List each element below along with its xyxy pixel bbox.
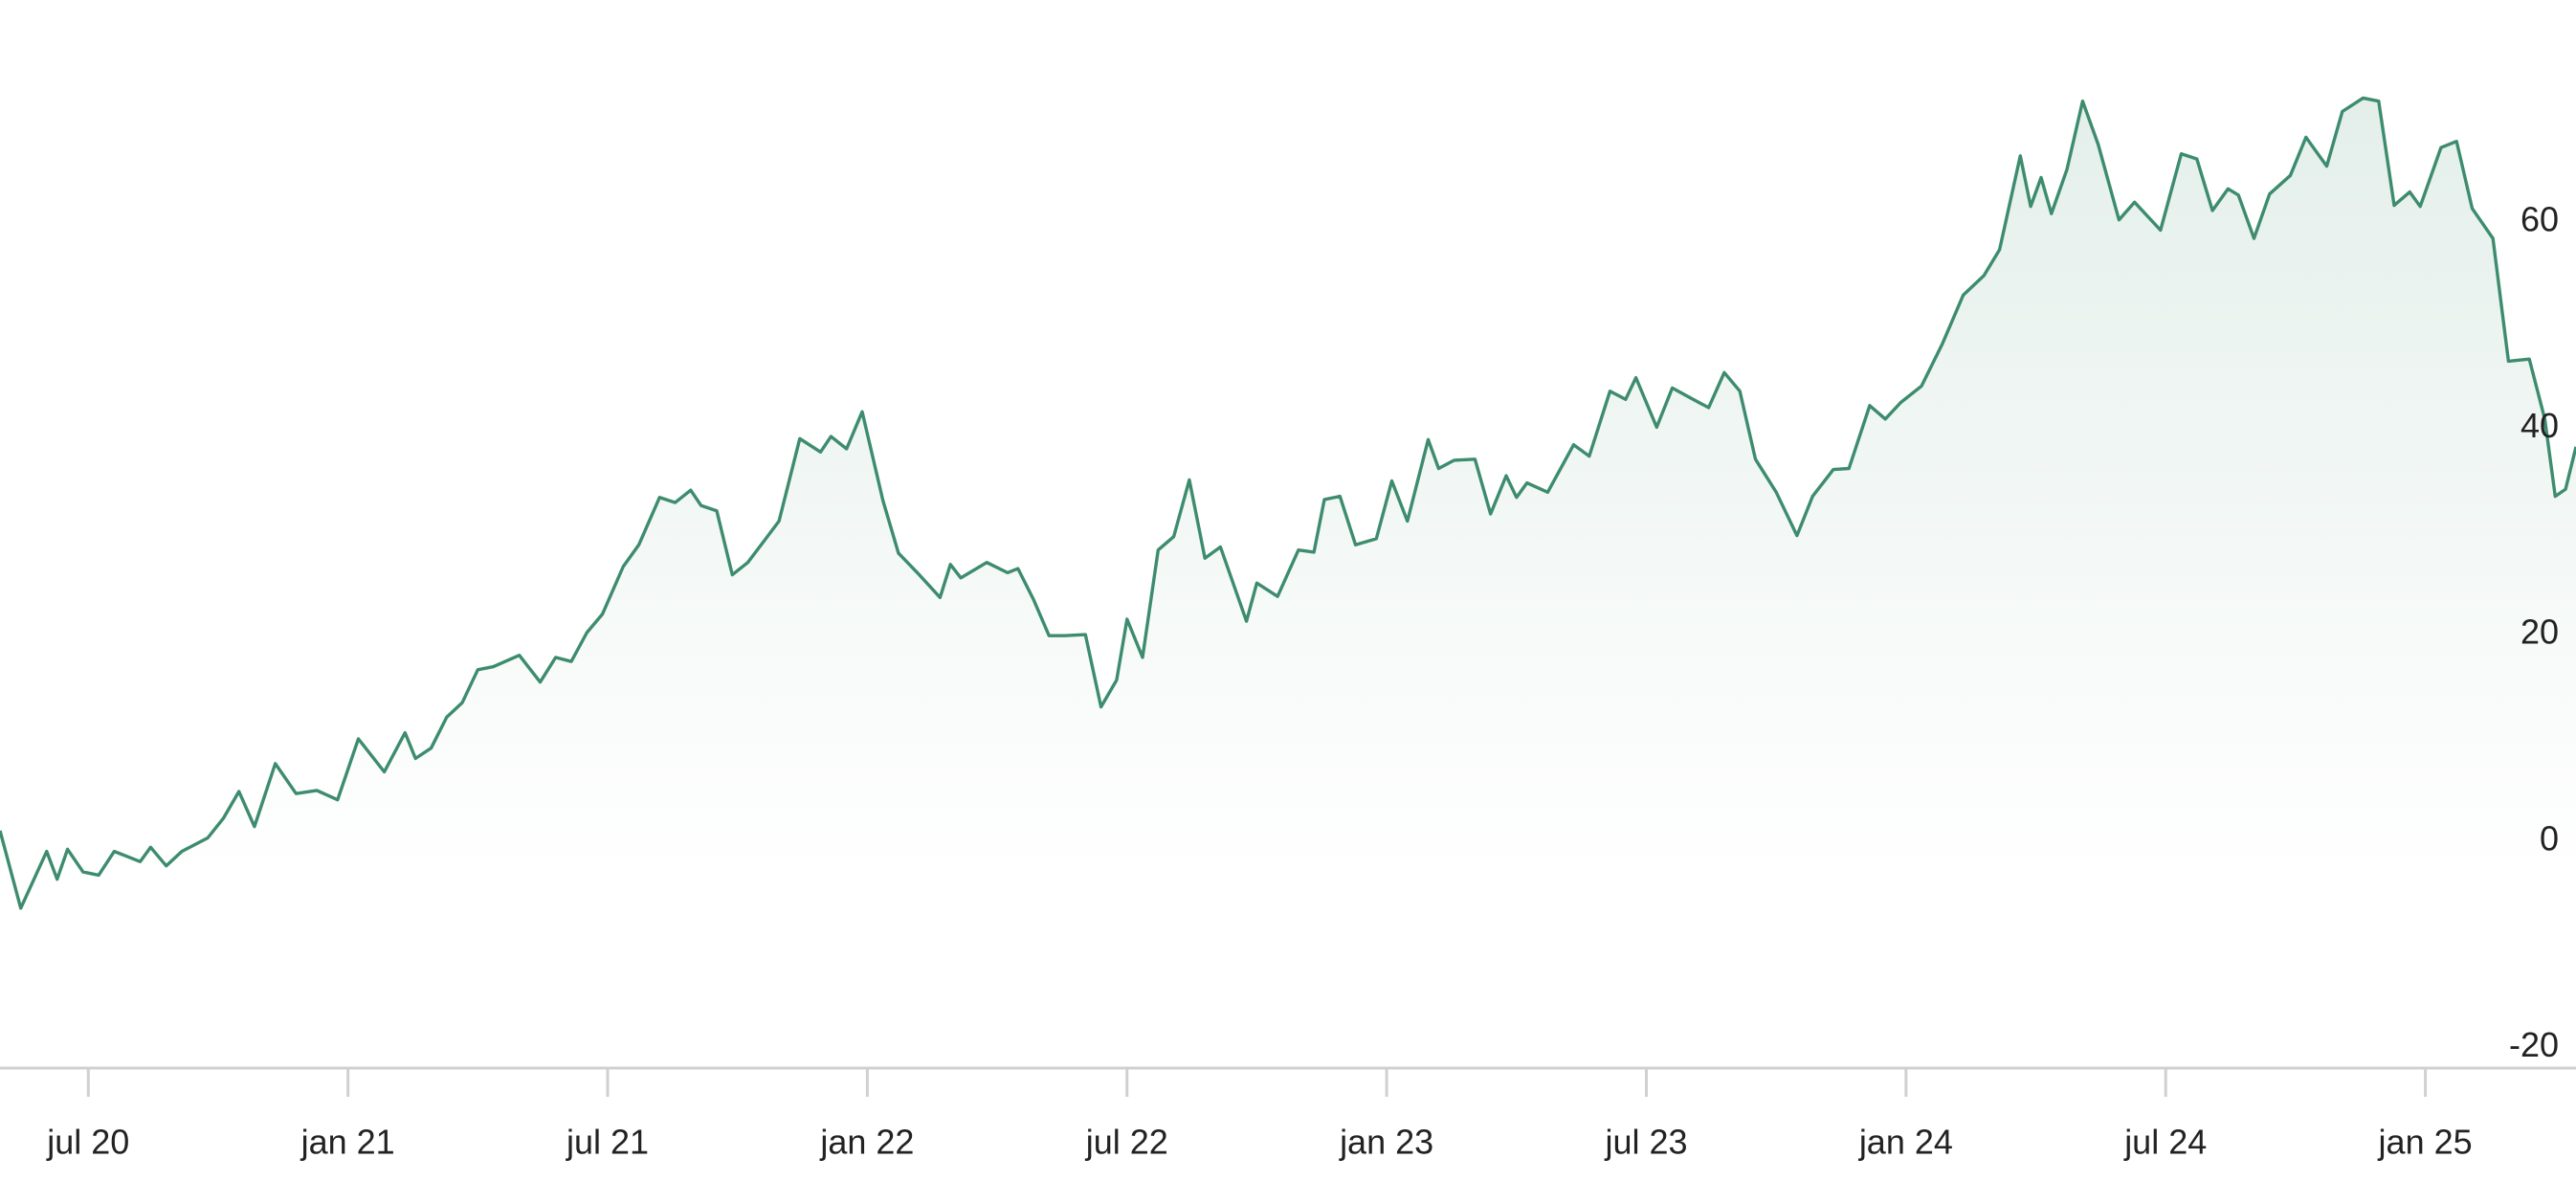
- y-tick-label: 60: [2520, 199, 2559, 238]
- area-fill: [0, 98, 2576, 1068]
- x-tick-label: jan 21: [300, 1123, 395, 1162]
- x-tick-label: jul 20: [46, 1123, 129, 1162]
- x-tick-label: jan 24: [1858, 1123, 1953, 1162]
- x-tick-label: jul 23: [1604, 1123, 1687, 1162]
- x-tick-label: jul 22: [1085, 1123, 1168, 1162]
- y-tick-label: -20: [2509, 1025, 2559, 1064]
- y-tick-label: 40: [2520, 406, 2559, 445]
- x-tick-label: jan 25: [2378, 1123, 2473, 1162]
- x-tick-label: jan 23: [1339, 1123, 1433, 1162]
- y-tick-label: 20: [2520, 613, 2559, 652]
- x-tick-label: jul 24: [2123, 1123, 2207, 1162]
- y-tick-label: 0: [2540, 818, 2559, 858]
- line: [0, 96, 2576, 910]
- x-tick-label: jul 21: [566, 1123, 649, 1162]
- x-tick-label: jan 22: [819, 1123, 914, 1162]
